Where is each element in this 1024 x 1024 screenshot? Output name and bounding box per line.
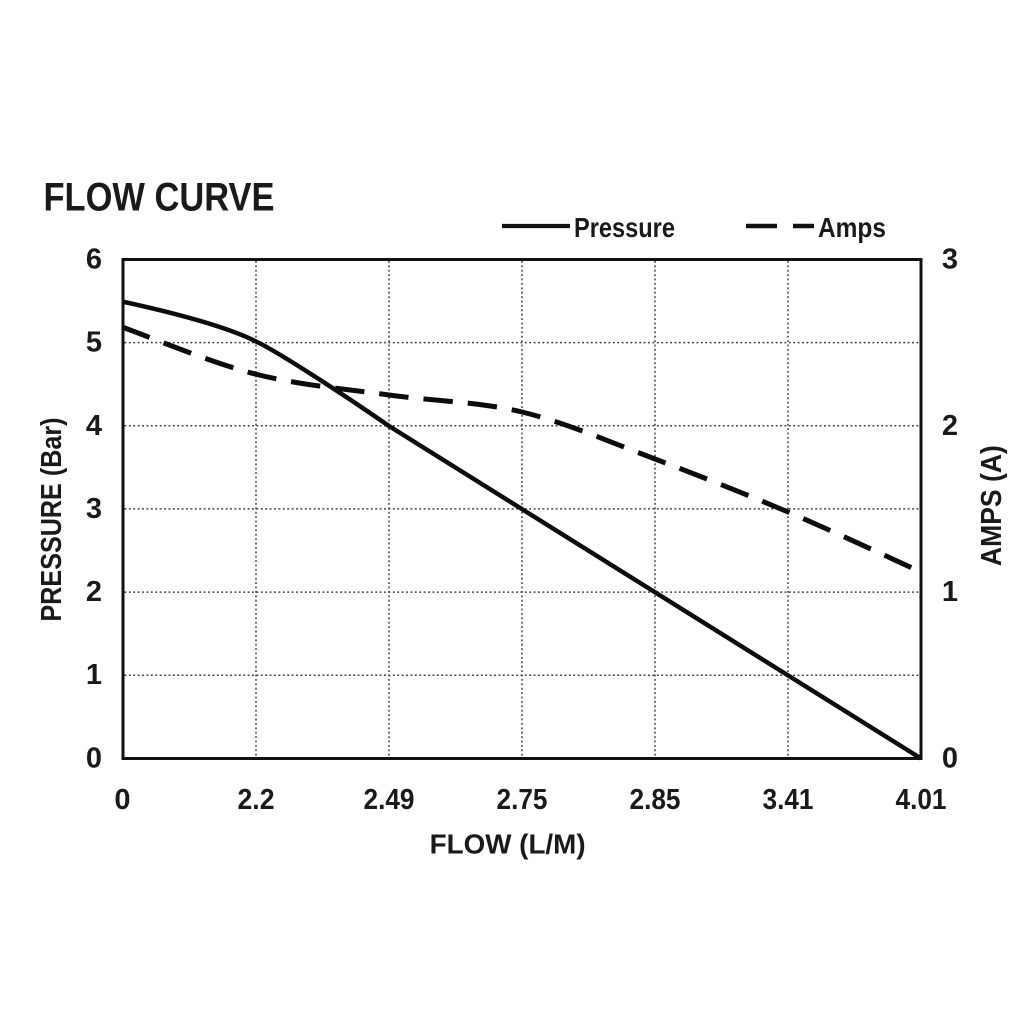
- svg-text:3: 3: [86, 493, 102, 525]
- svg-text:FLOW (L/M): FLOW (L/M): [430, 829, 586, 860]
- svg-text:0: 0: [114, 784, 130, 816]
- svg-text:2.75: 2.75: [497, 784, 548, 816]
- svg-text:5: 5: [86, 327, 102, 359]
- svg-text:3: 3: [942, 244, 958, 276]
- svg-text:2.2: 2.2: [238, 784, 275, 816]
- svg-text:6: 6: [86, 244, 102, 276]
- svg-text:4: 4: [86, 410, 102, 442]
- svg-text:1: 1: [86, 659, 102, 691]
- svg-text:1: 1: [942, 576, 958, 608]
- svg-text:0: 0: [942, 743, 958, 775]
- svg-text:4.01: 4.01: [896, 784, 947, 816]
- svg-text:Pressure: Pressure: [574, 212, 675, 243]
- svg-text:3.41: 3.41: [763, 784, 814, 816]
- svg-text:PRESSURE (Bar): PRESSURE (Bar): [36, 418, 68, 622]
- svg-text:2: 2: [942, 410, 958, 442]
- svg-text:0: 0: [86, 743, 102, 775]
- svg-text:Amps: Amps: [818, 212, 886, 243]
- svg-text:2.85: 2.85: [630, 784, 681, 816]
- svg-text:AMPS (A): AMPS (A): [976, 445, 1008, 566]
- svg-text:2: 2: [86, 576, 102, 608]
- svg-text:FLOW CURVE: FLOW CURVE: [44, 176, 275, 220]
- svg-text:2.49: 2.49: [364, 784, 415, 816]
